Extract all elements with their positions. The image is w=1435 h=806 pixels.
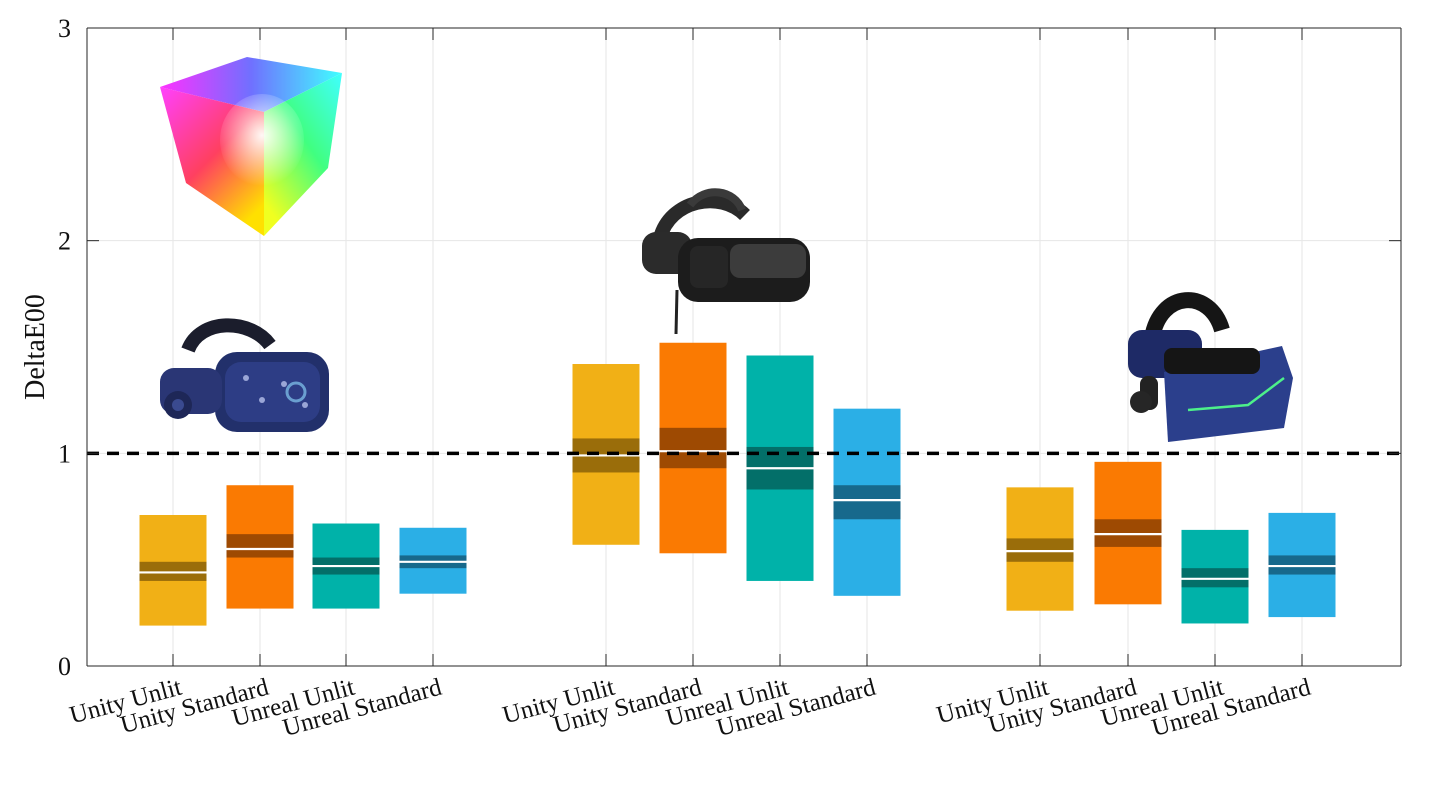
y-tick-label-1: 1 <box>58 439 71 468</box>
y-axis-title: DeltaE00 <box>20 294 51 400</box>
y-tick-label-3: 3 <box>58 14 71 43</box>
varjo-headset-icon <box>642 188 810 335</box>
box-band-0-1 <box>226 534 294 558</box>
y-tick-label-0: 0 <box>58 652 71 681</box>
color-cube-icon <box>160 57 342 236</box>
box-band-1-1 <box>659 427 727 469</box>
boxes <box>139 342 1336 626</box>
box-band-1-3 <box>833 485 901 520</box>
y-tick-label-2: 2 <box>58 227 71 256</box>
pimax-headset-icon <box>1128 292 1293 442</box>
vive-pro-headset-icon <box>160 318 329 432</box>
